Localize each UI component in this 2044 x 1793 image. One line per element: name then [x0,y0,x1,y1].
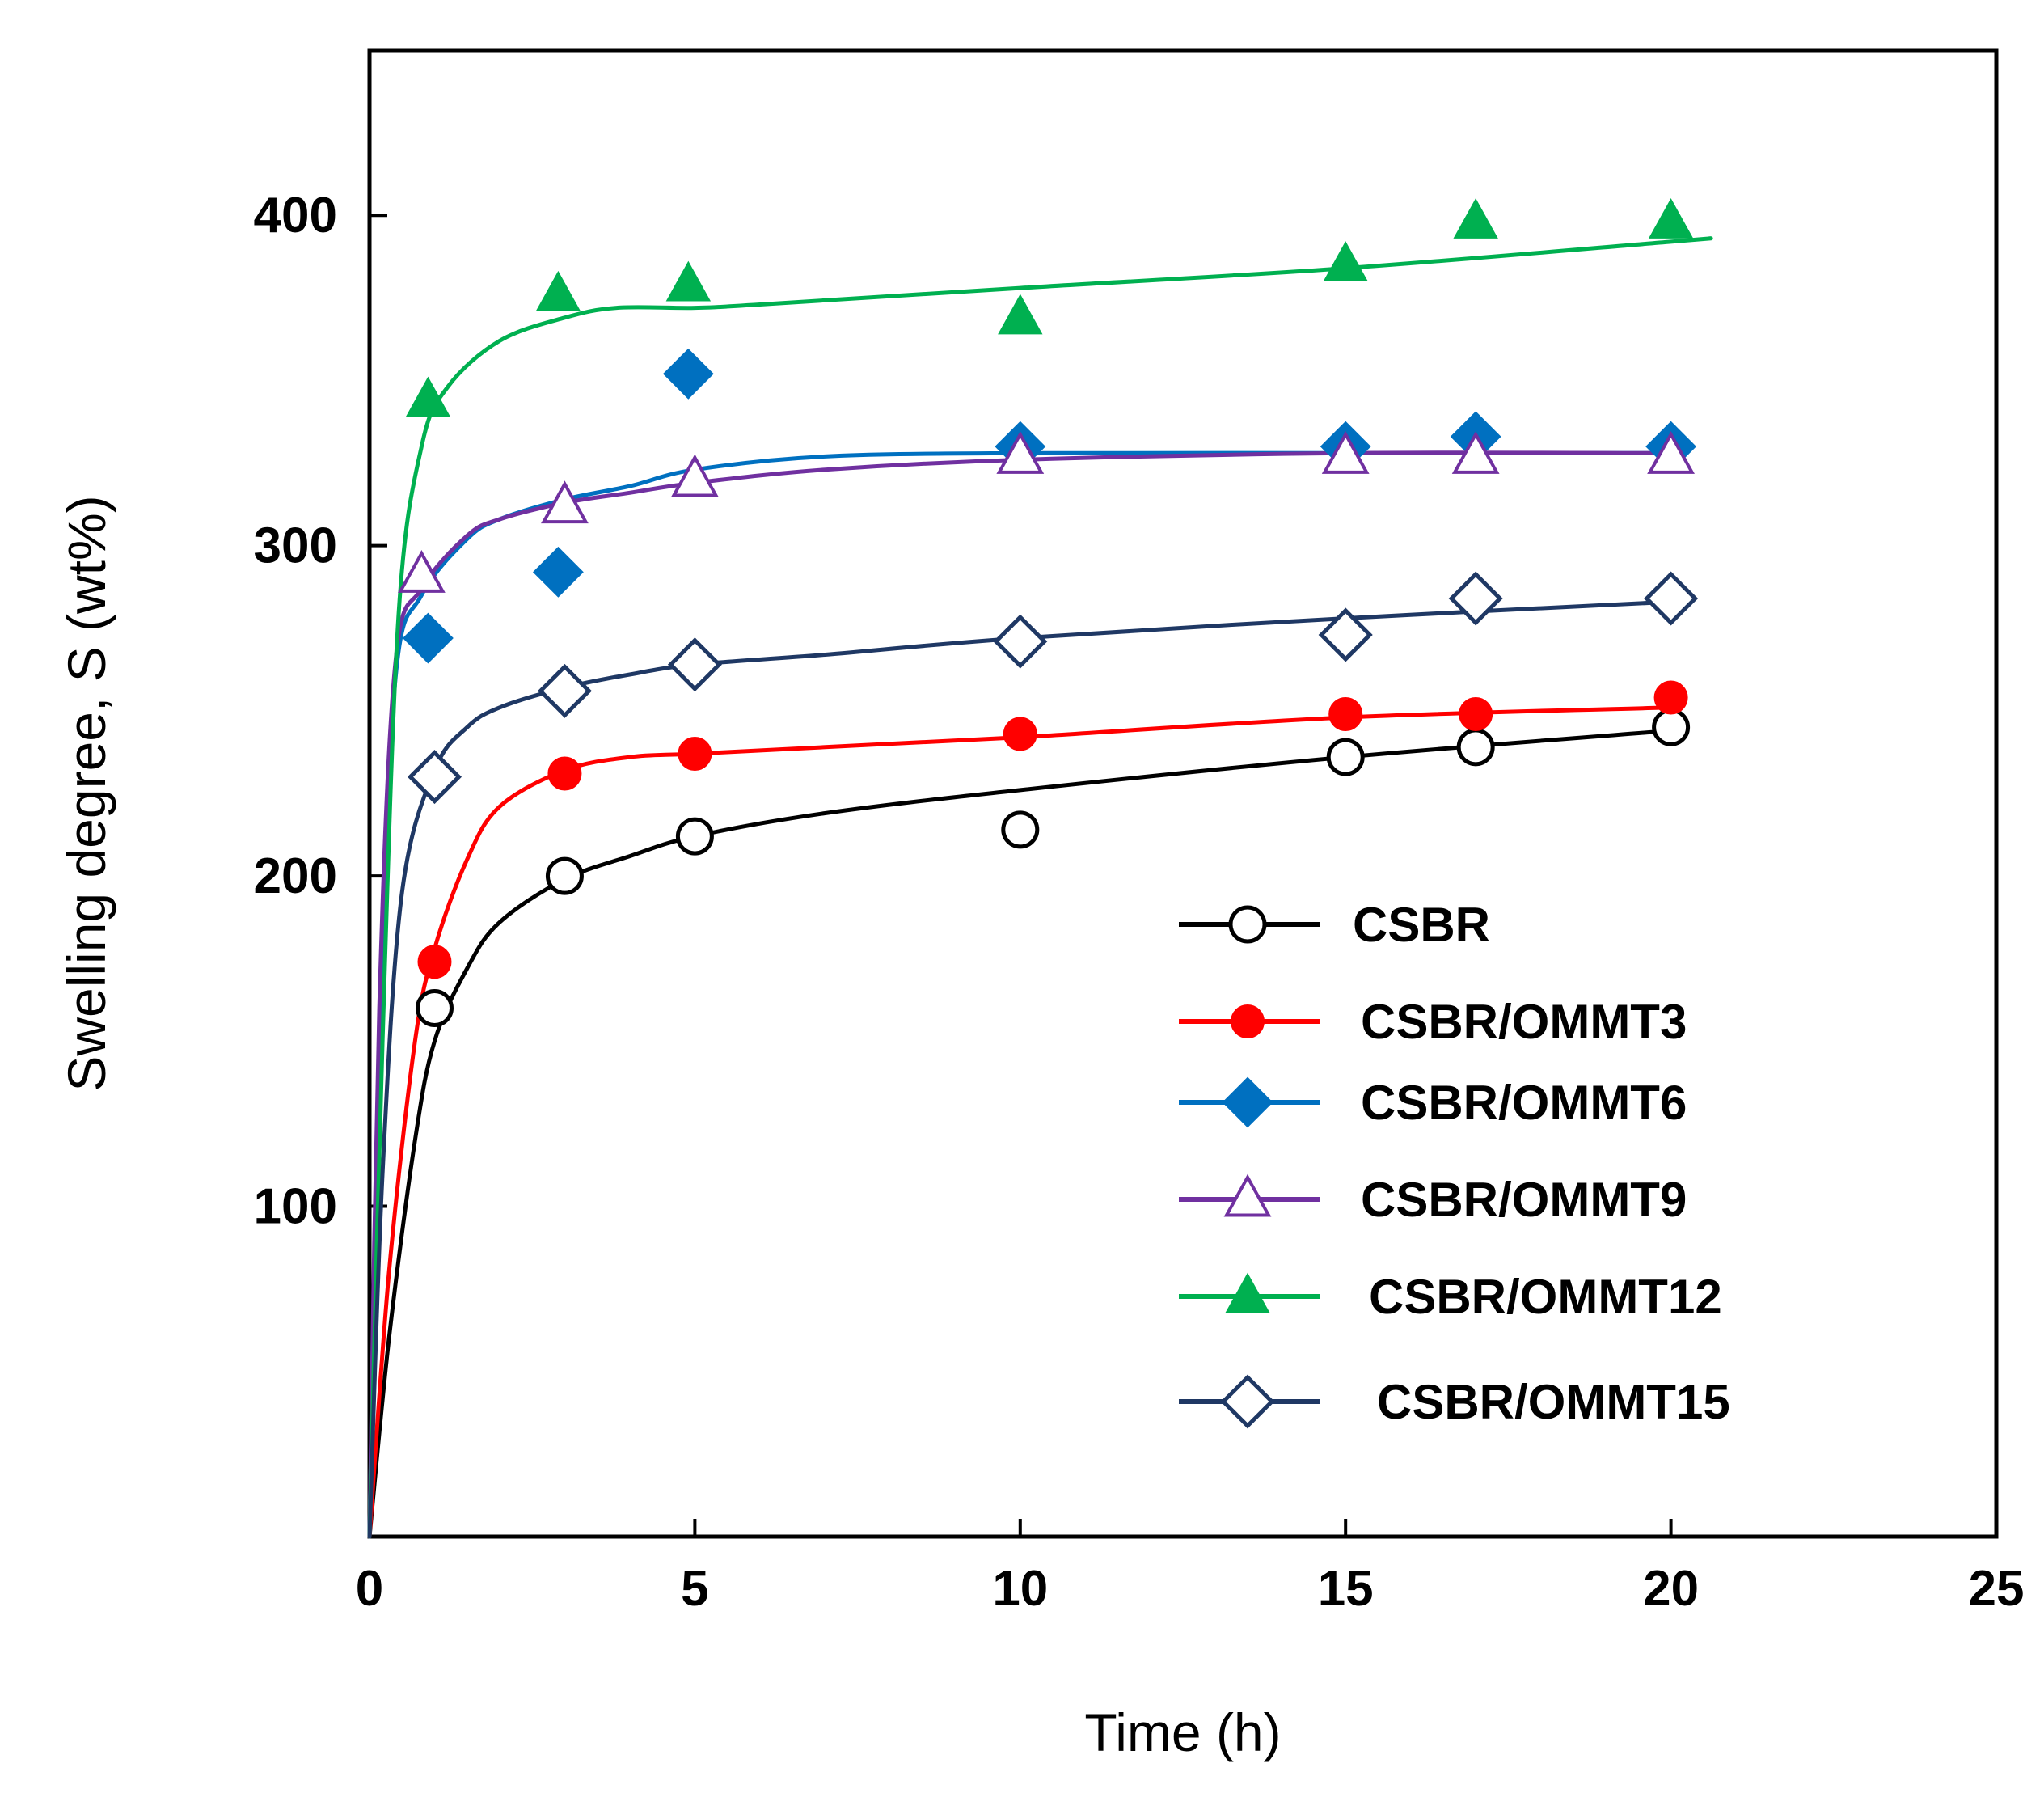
marker-csbr-ommt9 [1647,430,1695,474]
legend-label-csbr-ommt15: CSBR/OMMT15 [1377,1375,1730,1429]
legend-marker-csbr-ommt9 [1223,1173,1272,1217]
marker-csbr-ommt12 [1453,198,1498,239]
y-tick-label: 400 [254,188,337,243]
x-tick-label: 5 [681,1561,708,1617]
marker-csbr-ommt15 [407,750,462,805]
marker-csbr-ommt6 [662,348,714,400]
marker-csbr-ommt9 [671,454,719,497]
marker-csbr [545,856,584,895]
marker-csbr-ommt3 [678,736,712,771]
legend: CSBR CSBR/OMMT3 CSBR/OMMT6 CSBR/OMMT9 CSBR/O… [1179,898,1730,1429]
marker-csbr-ommt12 [665,260,712,302]
marker-csbr [675,817,714,856]
marker-csbr-ommt9 [1321,430,1370,474]
marker-csbr-ommt15 [1448,571,1503,626]
marker-csbr-ommt15 [667,637,722,692]
x-tick-label: 15 [1318,1561,1374,1617]
legend-label-csbr-ommt12: CSBR/OMMT12 [1369,1270,1722,1324]
legend-label-csbr-ommt6: CSBR/OMMT6 [1361,1076,1687,1130]
fit-line-csbr-ommt3 [367,705,1674,1539]
legend-marker-csbr [1228,905,1267,944]
marker-csbr-ommt9 [1451,430,1500,474]
marker-csbr-ommt9 [541,480,589,524]
marker-csbr-ommt3 [1328,696,1363,731]
marker-csbr [1456,728,1495,767]
data-markers [397,198,1699,1027]
marker-csbr-ommt12 [535,270,581,311]
marker-csbr [1326,738,1365,776]
fit-line-csbr [367,728,1674,1539]
marker-csbr-ommt12 [1323,241,1368,281]
x-tick-label: 25 [1969,1561,2025,1617]
x-tick-label: 20 [1643,1561,1699,1617]
marker-csbr-ommt15 [1318,607,1373,662]
legend-marker-csbr-ommt12 [1225,1272,1270,1313]
marker-csbr-ommt6 [532,546,584,598]
legend-marker-csbr-ommt15 [1220,1374,1275,1429]
y-tick-label: 100 [254,1179,337,1235]
marker-csbr-ommt12 [405,376,451,417]
x-tick-label: 0 [356,1561,383,1617]
y-tick-label: 200 [254,848,337,904]
legend-label-csbr-ommt9: CSBR/OMMT9 [1361,1173,1687,1227]
marker-csbr [1001,810,1040,849]
marker-csbr-ommt12 [998,294,1043,335]
y-axis-title: Swelling degree, S (wt%) [57,495,116,1091]
plot-frame [367,48,1999,1539]
axes: 0 5 10 15 20 25 100 200 300 400 [254,188,2025,1617]
marker-csbr-ommt3 [547,756,582,791]
x-axis-title: Time (h) [1084,1702,1281,1762]
fit-line-csbr-ommt15 [367,599,1674,1539]
marker-csbr-ommt3 [1003,717,1037,751]
marker-csbr-ommt9 [996,430,1045,474]
marker-csbr-ommt9 [397,550,446,593]
marker-csbr-ommt15 [993,614,1048,669]
y-tick-label: 300 [254,518,337,574]
legend-marker-csbr-ommt3 [1231,1004,1265,1038]
marker-csbr [415,988,454,1027]
legend-label-csbr-ommt3: CSBR/OMMT3 [1361,995,1687,1049]
marker-csbr-ommt15 [537,663,592,718]
marker-csbr-ommt12 [1648,198,1694,239]
marker-csbr-ommt3 [1459,696,1493,731]
marker-csbr-ommt6 [403,612,454,664]
x-tick-label: 10 [992,1561,1048,1617]
marker-csbr-ommt15 [1644,571,1699,626]
marker-csbr-ommt3 [1653,680,1688,715]
legend-marker-csbr-ommt6 [1222,1076,1273,1128]
legend-label-csbr: CSBR [1353,898,1490,952]
marker-csbr [1652,708,1691,746]
marker-csbr-ommt3 [417,945,452,979]
